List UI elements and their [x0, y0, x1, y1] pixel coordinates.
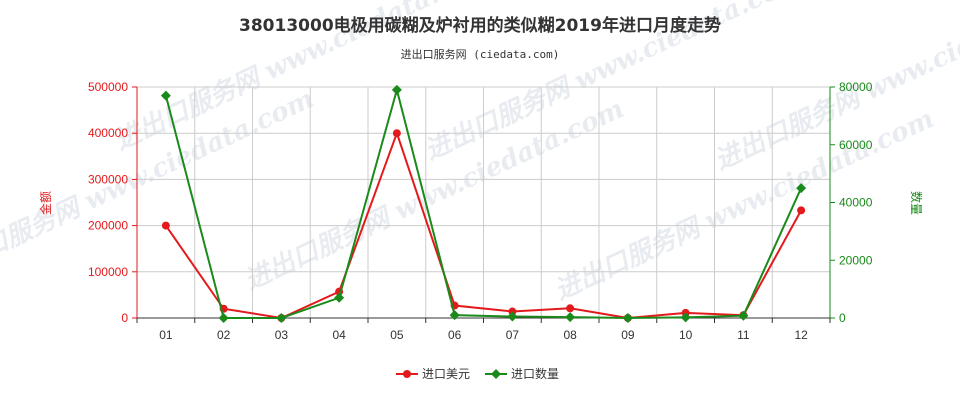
series-quantity-point — [507, 311, 518, 322]
right-tick-label: 0 — [839, 311, 846, 325]
right-tick-label: 20000 — [839, 253, 873, 267]
legend-item-amount[interactable]: 进口美元 — [396, 367, 470, 381]
left-axis-ticks: 0 100000 200000 300000 400000 500000 — [88, 80, 137, 325]
left-axis-label: 金额 — [38, 191, 53, 215]
series-quantity-point — [276, 313, 287, 323]
chart-subtitle: 进出口服务网 (ciedata.com) — [401, 47, 560, 61]
series-quantity-point — [565, 312, 576, 323]
x-tick-label: 02 — [217, 328, 231, 342]
series-quantity-line — [164, 86, 803, 320]
legend-amount-label: 进口美元 — [422, 367, 470, 381]
series-quantity-point — [796, 183, 807, 194]
legend-amount-marker — [403, 370, 411, 378]
right-tick-label: 60000 — [839, 138, 873, 152]
series-quantity-point — [622, 313, 633, 323]
series-quantity-point — [160, 90, 171, 101]
series-amount-line — [165, 130, 803, 320]
series-amount-point — [797, 206, 806, 215]
series-amount-point — [566, 304, 575, 313]
x-tick-label: 04 — [332, 328, 346, 342]
x-tick-label: 09 — [621, 328, 635, 342]
right-tick-label: 40000 — [839, 196, 873, 210]
right-tick-label: 80000 — [839, 80, 873, 94]
chart-title: 38013000电极用碳糊及炉衬用的类似糊2019年进口月度走势 — [239, 15, 721, 36]
series-amount-point — [392, 129, 401, 138]
legend: 进口美元 进口数量 — [396, 366, 559, 381]
series-quantity-point — [680, 312, 691, 323]
series-quantity-point — [449, 310, 460, 321]
left-tick-label: 200000 — [88, 219, 128, 233]
series-layer — [160, 84, 807, 323]
x-tick-label: 01 — [159, 328, 173, 342]
x-axis-ticks: 01 02 03 04 05 06 07 08 09 10 11 12 — [136, 318, 831, 342]
left-tick-label: 100000 — [88, 265, 128, 279]
legend-item-quantity[interactable]: 进口数量 — [485, 366, 559, 381]
left-tick-label: 500000 — [88, 80, 128, 94]
x-tick-label: 05 — [390, 328, 404, 342]
x-tick-label: 07 — [506, 328, 520, 342]
x-tick-label: 06 — [448, 328, 462, 342]
x-tick-label: 08 — [563, 328, 577, 342]
legend-quantity-label: 进口数量 — [511, 366, 559, 381]
right-axis-ticks: 0 20000 40000 60000 80000 — [830, 80, 873, 325]
left-tick-label: 300000 — [88, 172, 128, 186]
x-tick-label: 10 — [679, 328, 693, 342]
left-tick-label: 0 — [121, 311, 128, 325]
series-quantity-point — [391, 84, 402, 95]
watermark-text: 进出口服务网 www.ciedata.com — [240, 94, 628, 296]
series-quantity-point — [334, 292, 345, 303]
x-tick-label: 11 — [737, 328, 750, 342]
series-amount-point — [508, 307, 517, 316]
right-axis-label: 数量 — [909, 191, 924, 215]
left-tick-label: 400000 — [88, 126, 128, 140]
series-quantity-point — [218, 313, 229, 323]
series-amount-point — [161, 221, 170, 230]
x-tick-label: 12 — [794, 328, 808, 342]
x-tick-label: 03 — [275, 328, 289, 342]
series-quantity-point — [738, 310, 749, 321]
legend-quantity-marker — [491, 369, 501, 379]
